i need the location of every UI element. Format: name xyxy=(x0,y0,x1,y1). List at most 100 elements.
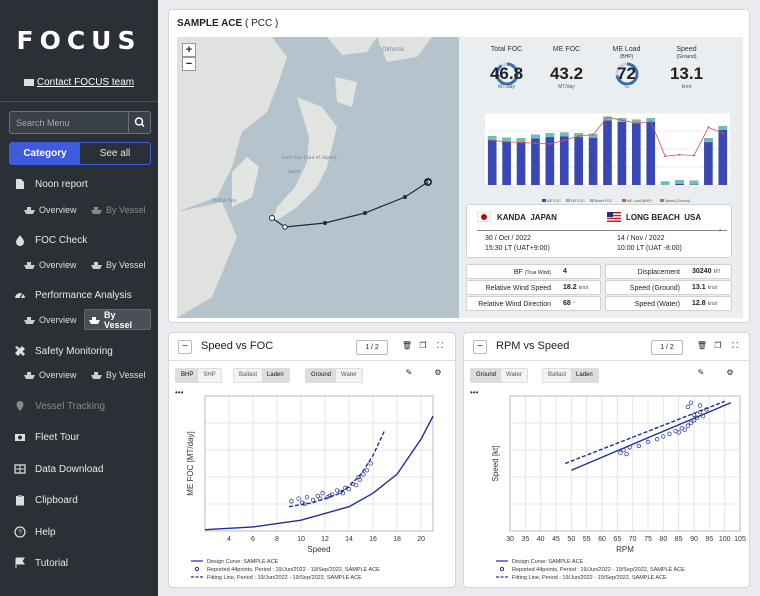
pencil-icon[interactable]: ✎ xyxy=(697,368,705,377)
toggle-water[interactable]: Water xyxy=(341,372,357,378)
sidebar-item-fleet-tour[interactable]: Fleet Tour xyxy=(14,431,79,443)
mini-load-point xyxy=(548,142,551,145)
mini-load-point xyxy=(491,139,494,142)
reported-point xyxy=(667,431,672,436)
sub-label: By Vessel xyxy=(106,204,146,215)
route-waypoint xyxy=(282,224,288,230)
departure-port: KANDA JAPAN xyxy=(497,213,557,222)
mini-load-point xyxy=(505,140,508,143)
stat-value: 13.1 xyxy=(669,64,704,83)
collapse-button[interactable]: − xyxy=(473,340,487,354)
trash-icon[interactable]: 🗑 xyxy=(401,341,413,350)
camera-icon xyxy=(15,434,25,441)
voyage-map[interactable]: Okhotsk East Sea (Sea of Japan) Japan Ye… xyxy=(177,37,459,318)
x-tick-label: 18 xyxy=(393,536,401,543)
plot-frame xyxy=(204,395,434,532)
y-axis-label: ME FOC [MT/day] xyxy=(186,431,195,495)
sub-label: Overview xyxy=(39,204,77,215)
voyage-arrow xyxy=(477,230,727,231)
performance-analysis-overview[interactable]: Overview xyxy=(20,309,81,330)
map-zoom-in[interactable]: + xyxy=(182,43,196,57)
ship-icon xyxy=(24,316,35,324)
search-button[interactable] xyxy=(128,112,150,133)
mini-legend-label: ME Load (BHP) xyxy=(627,199,652,203)
copy-icon[interactable]: ❐ xyxy=(714,341,722,350)
fullscreen-icon[interactable]: ⛶ xyxy=(732,341,738,350)
sidebar-item-safety-monitoring[interactable]: Safety Monitoring xyxy=(14,345,113,357)
toggle-laden[interactable]: Laden xyxy=(262,369,289,382)
fullscreen-icon[interactable]: ⛶ xyxy=(437,341,443,350)
chart-settings-icon[interactable]: ⚙ xyxy=(434,368,442,377)
load-toggle: Ballast Laden xyxy=(233,368,290,383)
stat-unit: % xyxy=(624,84,629,90)
chart-settings-icon[interactable]: ⚙ xyxy=(726,368,734,377)
fitting-line xyxy=(288,429,386,508)
map-label-east-sea: East Sea (Sea of Japan) xyxy=(282,155,337,161)
legend-marker xyxy=(499,566,505,572)
stat-label: Total FOC xyxy=(490,46,523,53)
toggle-ballast[interactable]: Ballast xyxy=(548,372,567,378)
toggle-bhp[interactable]: BHP xyxy=(176,369,199,382)
tab-see-all[interactable]: See all xyxy=(99,148,131,159)
stat-unit: knot xyxy=(681,84,692,90)
mini-bar-top xyxy=(689,180,699,185)
toggle-water[interactable]: Water xyxy=(506,372,522,378)
mini-bar xyxy=(588,133,598,185)
page-selector[interactable]: 1 / 2 xyxy=(651,340,683,355)
reported-point xyxy=(685,423,691,428)
sidebar-item-vessel-tracking[interactable]: Vessel Tracking xyxy=(14,400,105,412)
toggle-shp[interactable]: SHP xyxy=(203,372,216,378)
sidebar-item-foc-check[interactable]: FOC Check xyxy=(14,234,87,246)
foc-check-overview[interactable]: Overview xyxy=(20,254,81,275)
x-tick-label: 10 xyxy=(297,536,305,543)
safety-monitoring-by-vessel[interactable]: By Vessel xyxy=(87,364,150,385)
sidebar-item-tutorial[interactable]: Tutorial xyxy=(14,557,68,569)
reported-point xyxy=(354,482,359,488)
performance-analysis-by-vessel[interactable]: By Vessel xyxy=(84,309,151,330)
tab-category[interactable]: Category xyxy=(10,143,80,164)
speed-basis-toggle: Ground Water xyxy=(305,368,363,383)
stat-me-foc: ME FOC 43.2 MT/day xyxy=(539,46,594,90)
sidebar-item-data-download[interactable]: Data Download xyxy=(14,463,103,475)
sidebar-item-help[interactable]: ? Help xyxy=(14,526,56,538)
chart-menu-icon: ••• xyxy=(175,388,184,397)
contact-link[interactable]: Contact FOCUS team xyxy=(0,77,158,88)
sidebar-item-clipboard[interactable]: Clipboard xyxy=(14,494,78,506)
mini-legend-swatch xyxy=(542,199,546,202)
toggle-laden[interactable]: Laden xyxy=(571,369,598,382)
toggle-ground[interactable]: Ground xyxy=(306,369,337,382)
collapse-button[interactable]: − xyxy=(178,340,192,354)
foc-check-by-vessel[interactable]: By Vessel xyxy=(87,254,150,275)
noon-report-overview[interactable]: Overview xyxy=(20,199,81,220)
mini-bar xyxy=(718,125,728,185)
page-selector[interactable]: 1 / 2 xyxy=(356,340,388,355)
mini-bar-top xyxy=(646,118,656,123)
sidebar-divider xyxy=(0,101,158,102)
toggle-ground[interactable]: Ground xyxy=(471,369,502,382)
safety-monitoring-overview[interactable]: Overview xyxy=(20,364,81,385)
mini-bar xyxy=(502,137,511,185)
ship-icon xyxy=(24,261,35,269)
x-tick-label: 105 xyxy=(734,536,746,543)
reported-point xyxy=(310,497,316,503)
search-menu-input[interactable]: Search Menu xyxy=(9,111,151,134)
mini-bar-top xyxy=(718,125,728,130)
copy-icon[interactable]: ❐ xyxy=(419,341,427,350)
x-tick-label: 70 xyxy=(629,536,637,543)
sidebar-item-performance-analysis[interactable]: Performance Analysis xyxy=(14,289,132,301)
x-tick-label: 80 xyxy=(659,536,667,543)
pencil-icon[interactable]: ✎ xyxy=(405,368,413,377)
reported-point xyxy=(624,451,629,457)
map-zoom-out[interactable]: − xyxy=(182,57,196,71)
noon-report-by-vessel[interactable]: By Vessel xyxy=(87,199,150,220)
sidebar-item-noon-report[interactable]: Noon report xyxy=(14,178,88,190)
mini-bar-top xyxy=(588,133,598,138)
stat-unit: MT/day xyxy=(558,84,575,90)
trash-icon[interactable]: 🗑 xyxy=(696,341,708,350)
mini-load-point xyxy=(721,132,724,135)
x-tick-label: 40 xyxy=(537,536,545,543)
svg-text:?: ? xyxy=(18,530,22,537)
vessel-summary-card: SAMPLE ACE ( PCC ) Okhotsk East Sea (Sea… xyxy=(168,9,750,323)
mini-bar xyxy=(704,138,713,185)
toggle-ballast[interactable]: Ballast xyxy=(239,372,258,378)
